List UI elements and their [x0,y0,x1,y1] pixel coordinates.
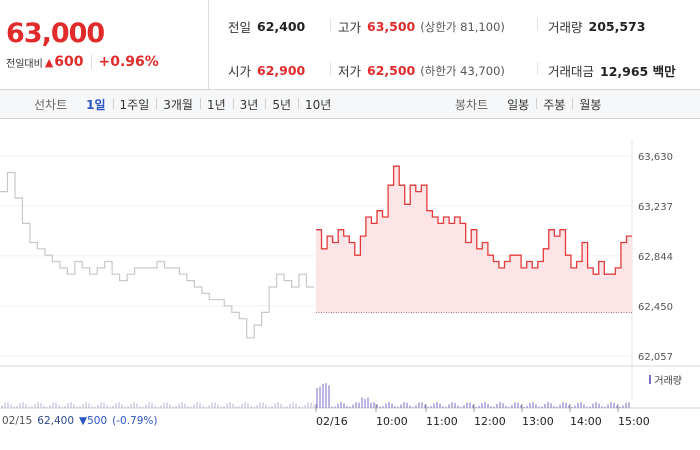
previous-day-info: 02/15 62,400 ▼500 (-0.79%) [2,415,157,427]
volume-bars [1,383,630,408]
divider [537,62,538,75]
x-tick-label: 11:00 [426,415,458,428]
change-percent: +0.96% [98,54,159,70]
candle-chart-options: 봉차트 일봉 주봉 월봉 [455,90,608,119]
stats-grid: 전일 62,400 고가 63,500 (상한가 81,100) 거래량 205… [210,0,700,90]
stat-prev-close: 전일 62,400 [228,17,305,36]
divider [330,62,331,75]
candle-chart-label: 봉차트 [455,98,489,112]
period-3m[interactable]: 3개월 [156,96,200,113]
stat-sub: (상한가 81,100) [420,19,505,34]
change-amount: 600 [54,54,84,70]
stat-value: 205,573 [588,19,646,34]
x-tick-label: 15:00 [618,415,650,428]
stat-value: 62,900 [257,63,306,78]
stat-sub: (하한가 43,700) [420,63,505,78]
stat-value: 12,965 백만 [600,64,676,79]
prev-pct: (-0.79%) [112,415,158,427]
stat-open: 시가 62,900 [228,61,305,80]
stat-value: 62,500 [367,63,416,78]
stat-label: 저가 [338,64,362,79]
stat-label: 고가 [338,20,362,35]
period-1w[interactable]: 1주일 [112,96,157,113]
line-chart-label: 선차트 [34,98,68,112]
today-price-line [316,165,632,275]
stat-value: 62,400 [257,19,306,34]
price-summary: 63,000 전일대비 ▲ 600 +0.96% [0,0,209,90]
period-3y[interactable]: 3년 [232,96,266,113]
stat-low: 저가 62,500 (하한가 43,700) [338,61,505,80]
y-tick-label: 63,630 [638,152,673,163]
volume-legend: 거래량 [649,372,682,387]
prev-date: 02/15 [2,415,33,427]
previous-day-line [0,171,314,339]
y-tick-label: 62,057 [638,352,673,363]
up-triangle-icon: ▲ [44,55,54,69]
volume-swatch [649,375,652,384]
stat-label: 거래대금 [548,64,595,79]
period-5y[interactable]: 5년 [265,96,298,113]
stat-label: 전일 [228,20,252,35]
y-tick-label: 62,844 [638,252,673,263]
stat-label: 거래량 [548,20,583,35]
stat-volume: 거래량 205,573 [548,17,645,36]
stat-value: 63,500 [367,19,416,34]
change-row: 전일대비 ▲ 600 +0.96% [6,54,159,70]
x-axis-ticks: 02/16 10:00 11:00 12:00 13:00 14:00 15:00 [315,404,650,428]
period-10y[interactable]: 10년 [298,96,338,113]
line-chart-options: 선차트 1일 1주일 3개월 1년 3년 5년 10년 [34,90,338,119]
x-tick-label: 13:00 [522,415,554,428]
stat-high: 고가 63,500 (상한가 81,100) [338,17,505,36]
divider [90,55,92,69]
quote-summary-panel: 63,000 전일대비 ▲ 600 +0.96% 전일 62,400 고가 63… [0,0,700,90]
y-tick-label: 62,450 [638,302,673,313]
x-tick-label: 12:00 [474,415,506,428]
volume-legend-label: 거래량 [654,376,682,387]
x-tick-label: 14:00 [570,415,602,428]
stat-label: 시가 [228,64,252,79]
candle-monthly[interactable]: 월봉 [572,96,608,113]
today-area-fill [316,166,632,313]
divider [537,18,538,31]
change-label: 전일대비 [6,58,43,70]
candle-weekly[interactable]: 주봉 [536,96,572,113]
period-1y[interactable]: 1년 [199,96,233,113]
chart-toolbar: 선차트 1일 1주일 3개월 1년 3년 5년 10년 봉차트 일봉 주봉 월봉 [0,90,700,119]
previous-day-series [0,171,314,339]
period-1d[interactable]: 1일 [86,98,106,112]
prev-change: ▼500 [79,415,108,427]
divider [330,18,331,31]
y-axis-ticks: 63,630 63,237 62,844 62,450 62,057 [0,152,673,363]
y-tick-label: 63,237 [638,202,673,213]
x-tick-label: 02/16 [316,415,348,428]
candle-daily[interactable]: 일봉 [507,98,530,112]
prev-close: 62,400 [37,415,75,427]
current-price: 63,000 [6,18,105,49]
today-series [316,165,632,313]
stat-trade-value: 거래대금 12,965 백만 [548,61,676,80]
intraday-price-chart: 63,630 63,237 62,844 62,450 62,057 02/16 10:0… [0,120,700,450]
x-tick-label: 10:00 [376,415,408,428]
